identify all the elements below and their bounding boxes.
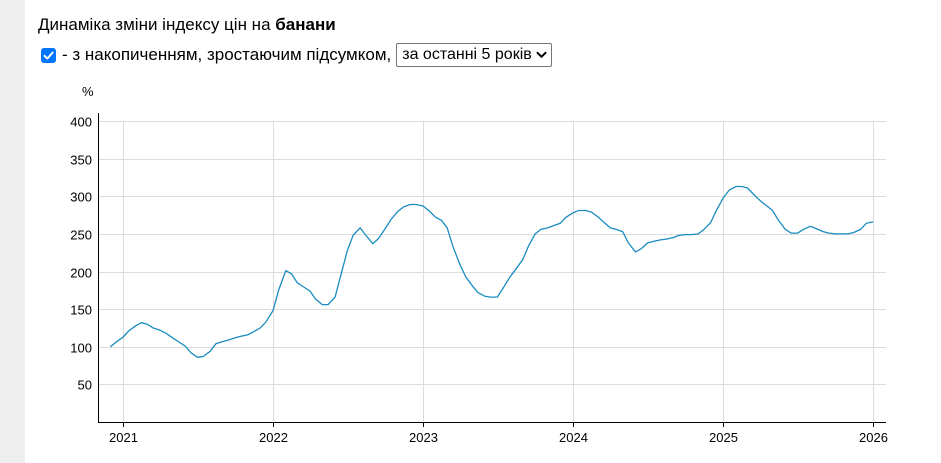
y-tick-label: 350 — [70, 153, 92, 168]
chart-axes — [98, 113, 886, 427]
period-select-value: за останні 5 років — [402, 46, 532, 63]
chevron-down-icon — [536, 51, 547, 58]
y-tick-label: 400 — [70, 115, 92, 130]
y-tick-label: 100 — [70, 341, 92, 356]
title-prefix: Динаміка зміни індексу цін на — [38, 15, 271, 34]
x-tick-label: 2024 — [559, 430, 588, 445]
check-icon — [43, 51, 54, 60]
y-axis-label: % — [82, 84, 94, 99]
cumulative-label: - з накопиченням, зростаючим підсумком, — [62, 45, 392, 64]
cumulative-checkbox[interactable] — [41, 47, 56, 63]
period-select[interactable]: за останні 5 років — [396, 43, 552, 67]
page-title: Динаміка зміни індексу цін на банани — [38, 15, 336, 35]
x-tick-label: 2026 — [859, 430, 888, 445]
y-tick-label: 150 — [70, 303, 92, 318]
grid-lines — [98, 121, 886, 422]
left-gutter — [0, 0, 25, 463]
chart-controls: - з накопиченням, зростаючим підсумком, … — [41, 42, 552, 68]
x-tick-label: 2022 — [259, 430, 288, 445]
y-tick-label: 250 — [70, 228, 92, 243]
x-tick-label: 2021 — [109, 430, 138, 445]
title-product: банани — [275, 15, 336, 34]
y-tick-label: 200 — [70, 266, 92, 281]
series-line — [109, 185, 874, 358]
x-tick-label: 2025 — [709, 430, 738, 445]
tick-labels: 50 100 150 200 250 300 350 400 2021 2022 2023 2024 2… — [70, 115, 888, 446]
y-tick-label: 50 — [78, 378, 92, 393]
x-tick-label: 2023 — [409, 430, 438, 445]
y-tick-label: 300 — [70, 190, 92, 205]
